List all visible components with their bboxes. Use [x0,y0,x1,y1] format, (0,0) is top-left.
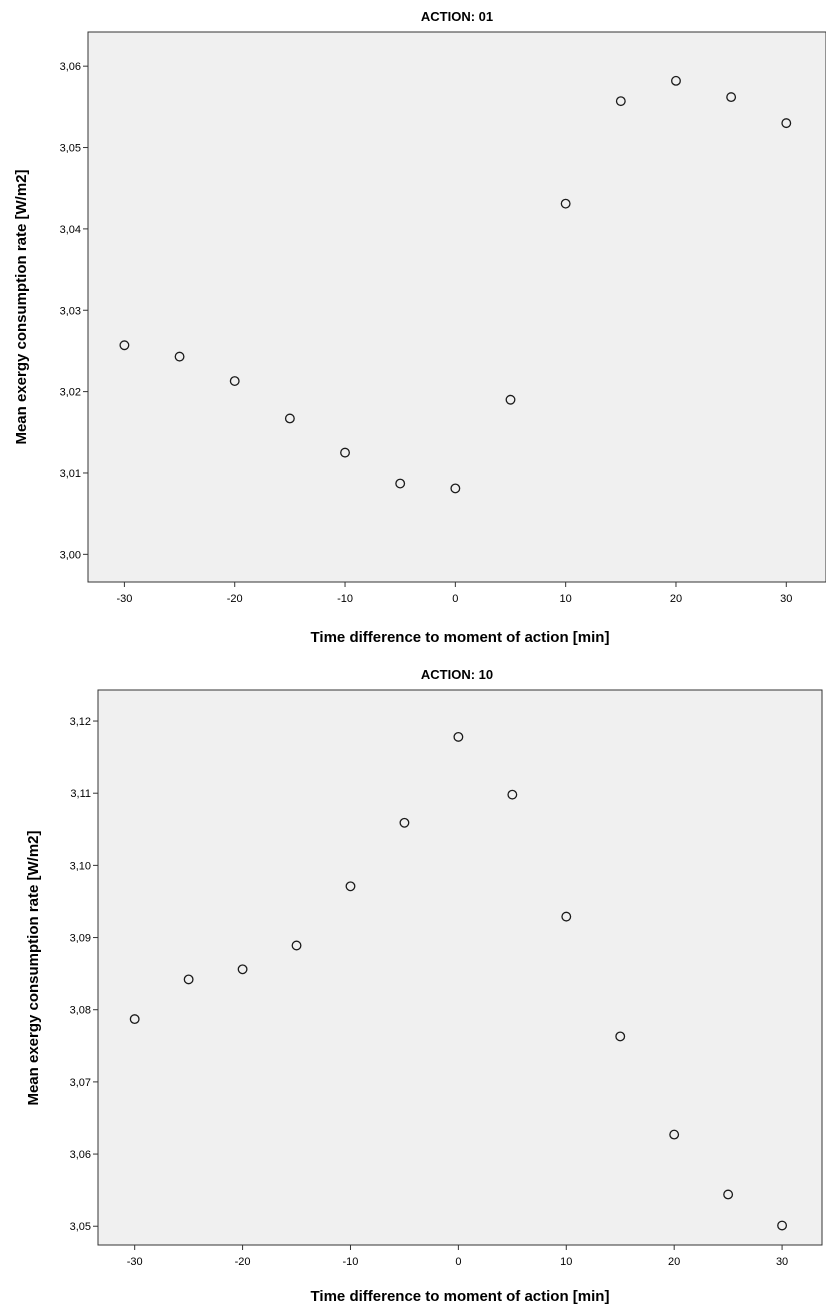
data-point [615,1031,626,1042]
x-tick-label: -10 [343,1256,359,1268]
x-tick-label: 20 [668,1256,680,1268]
data-point [345,881,356,892]
data-point [291,940,302,951]
y-tick-label: 3,08 [70,1005,91,1017]
x-tick-label: 0 [455,1256,461,1268]
data-points [119,75,792,494]
x-tick-label: -30 [116,593,132,605]
y-tick-label: 3,03 [60,305,81,317]
data-points [129,731,788,1231]
chart-action-01: ACTION: 01 3,003,013,023,033,043,053,06 … [13,9,826,646]
x-tick-label: 10 [560,593,572,605]
chart-action-10: ACTION: 10 3,053,063,073,083,093,103,113… [25,667,823,1305]
y-tick-label: 3,05 [70,1221,91,1233]
data-point [615,96,626,107]
x-axis-label: Time difference to moment of action [min… [311,629,610,646]
data-point [453,731,464,742]
x-tick-label: 20 [670,593,682,605]
data-point [284,413,295,424]
data-point [777,1220,788,1231]
data-point [669,1129,680,1140]
x-axis: -30 -20 -10 0 10 20 30 [116,582,792,605]
y-tick-label: 3,05 [60,143,81,155]
x-tick-label: -10 [337,593,353,605]
y-tick-label: 3,02 [60,387,81,399]
data-point [183,974,194,985]
x-tick-label: -20 [227,593,243,605]
y-tick-label: 3,07 [70,1077,91,1089]
data-point [507,789,518,800]
y-tick-label: 3,00 [60,549,81,561]
y-tick-label: 3,01 [60,468,81,480]
x-tick-label: 30 [780,593,792,605]
data-point [723,1189,734,1200]
plot-area [87,31,826,583]
data-point [450,483,461,494]
y-axis: 3,00 3,01 3,02 3,03 3,04 3,05 3,06 [60,61,88,561]
data-point [119,340,130,351]
x-axis-label: Time difference to moment of action [min… [311,1288,610,1305]
data-point [505,394,516,405]
data-point [671,75,681,86]
data-point [395,478,406,489]
y-tick-label: 3,06 [70,1149,91,1161]
x-tick-label: 30 [776,1256,788,1268]
data-point [237,964,248,975]
data-point [560,198,571,209]
y-axis-label: Mean exergy consumption rate [W/m2] [13,169,30,444]
data-point [229,376,240,386]
x-tick-label: 10 [560,1256,572,1268]
y-tick-label: 3,11 [70,788,91,800]
y-axis-label: Mean exergy consumption rate [W/m2] [25,830,42,1105]
y-tick-label: 3,10 [70,860,91,872]
y-tick-label: 3,09 [70,933,91,945]
data-point [174,351,185,362]
x-tick-label: 0 [452,593,458,605]
data-point [561,911,572,922]
y-tick-label: 3,04 [60,224,81,236]
y-axis: 3,05 3,06 3,07 3,08 3,09 3,10 3,11 3,12 [70,716,98,1233]
data-point [781,118,792,129]
y-tick-label: 3,06 [60,61,81,73]
x-axis: -30 -20 -10 0 10 20 30 [127,1245,788,1268]
y-tick-label: 3,12 [70,716,91,728]
chart-title: ACTION: 10 [421,667,493,682]
data-point [340,447,350,458]
x-tick-label: -30 [127,1256,143,1268]
data-point [726,92,737,103]
plot-area [97,689,823,1246]
data-point [399,817,410,828]
data-point [129,1014,140,1025]
chart-title: ACTION: 01 [421,9,493,24]
x-tick-label: -20 [235,1256,251,1268]
